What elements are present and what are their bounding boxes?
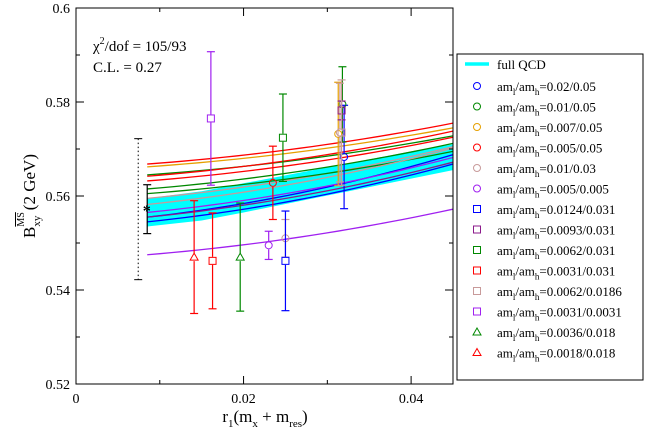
full-qcd-band bbox=[147, 144, 453, 227]
fit-curve-1 bbox=[147, 135, 453, 176]
fit-curve-0 bbox=[147, 154, 453, 218]
data-point-6-0 bbox=[281, 210, 290, 312]
legend-item-2: aml/amh=0.007/0.05 bbox=[473, 120, 602, 138]
point-marker bbox=[208, 256, 217, 265]
legend-item-4: aml/amh=0.01/0.03 bbox=[473, 161, 596, 179]
legend-marker bbox=[472, 326, 482, 336]
point-marker bbox=[189, 252, 199, 261]
cl-annotation: C.L. = 0.27 bbox=[93, 60, 162, 76]
legend-marker bbox=[473, 143, 481, 152]
legend-item-6: aml/amh=0.0124/0.031 bbox=[473, 202, 615, 220]
legend-label: aml/amh=0.007/0.05 bbox=[497, 120, 602, 138]
point-marker bbox=[235, 252, 246, 261]
legend-marker bbox=[473, 102, 481, 111]
fit-curve-10 bbox=[147, 147, 453, 206]
data-point-13-0 bbox=[189, 200, 199, 315]
legend-label: aml/amh=0.0062/0.0186 bbox=[497, 284, 622, 302]
legend-label: aml/amh=0.0124/0.031 bbox=[497, 202, 615, 220]
data-point-8-0 bbox=[278, 93, 287, 183]
point-marker bbox=[268, 178, 277, 187]
fit-curve-13 bbox=[147, 130, 453, 177]
extrapolated-layer: * bbox=[134, 138, 152, 281]
legend-marker bbox=[472, 347, 482, 356]
data-point-3-0 bbox=[268, 145, 277, 221]
legend-label: aml/amh=0.0031/0.031 bbox=[497, 264, 615, 282]
legend-marker bbox=[473, 225, 481, 234]
legend-item-3: aml/amh=0.005/0.05 bbox=[473, 141, 602, 159]
y-tick-label: 0.52 bbox=[46, 378, 71, 393]
legend-marker bbox=[473, 205, 481, 213]
x-tick-label: 0.04 bbox=[399, 392, 424, 407]
fit-curve-9 bbox=[147, 136, 453, 182]
legend-marker bbox=[473, 82, 481, 90]
legend-marker bbox=[473, 287, 481, 295]
legend-label: aml/amh=0.005/0.05 bbox=[497, 141, 602, 159]
legend-marker bbox=[473, 164, 481, 172]
legend: full QCD aml/amh=0.02/0.05 aml/amh=0.01/0.… bbox=[456, 53, 644, 381]
y-tick-label: 0.6 bbox=[53, 2, 71, 17]
data-point-9-0 bbox=[208, 212, 217, 310]
legend-item-13: aml/amh=0.0018/0.018 bbox=[472, 346, 615, 364]
chi2-annotation: χ2/dof = 105/93 bbox=[92, 36, 186, 55]
legend-item-11: aml/amh=0.0031/0.0031 bbox=[473, 305, 622, 323]
legend-item-7: aml/amh=0.0093/0.031 bbox=[473, 223, 615, 241]
legend-item-9: aml/amh=0.0031/0.031 bbox=[473, 264, 615, 282]
legend-label: aml/amh=0.0018/0.018 bbox=[497, 346, 615, 364]
fit-curve-3 bbox=[147, 122, 453, 165]
point-marker bbox=[281, 256, 290, 265]
x-tick-label: 0 bbox=[73, 392, 80, 407]
extrapolated-marker: * bbox=[143, 203, 151, 220]
legend-label: aml/amh=0.0093/0.031 bbox=[497, 223, 615, 241]
tick-layer: 0 0.02 0.04 0.52 0.54 0.56 0.58 0.6 bbox=[46, 2, 453, 407]
legend-label: aml/amh=0.01/0.03 bbox=[497, 161, 596, 179]
legend-label: aml/amh=0.0031/0.0031 bbox=[497, 305, 622, 323]
data-point-10-0 bbox=[337, 79, 346, 186]
legend-marker bbox=[473, 246, 481, 254]
legend-item-10: aml/amh=0.0062/0.0186 bbox=[473, 284, 622, 302]
legend-item-12: aml/amh=0.0036/0.018 bbox=[472, 325, 615, 343]
fit-curve-11 bbox=[147, 156, 453, 214]
legend-label: aml/amh=0.0036/0.018 bbox=[497, 325, 615, 343]
legend-marker bbox=[473, 266, 481, 275]
legend-label-full-qcd: full QCD bbox=[497, 57, 546, 72]
fit-curve-2 bbox=[147, 127, 453, 168]
legend-item-1: aml/amh=0.01/0.05 bbox=[473, 100, 596, 118]
fit-curve-5 bbox=[147, 208, 453, 256]
y-tick-label: 0.56 bbox=[46, 190, 71, 205]
band-layer bbox=[147, 144, 453, 227]
curve-layer bbox=[147, 122, 453, 256]
x-tick-label: 0.02 bbox=[231, 392, 256, 407]
data-point-11-0 bbox=[206, 51, 215, 186]
point-layer bbox=[189, 51, 349, 315]
point-marker bbox=[340, 152, 349, 161]
y-tick-label: 0.58 bbox=[46, 96, 71, 111]
data-point-12-0 bbox=[235, 202, 246, 312]
legend-label: aml/amh=0.02/0.05 bbox=[497, 79, 596, 97]
point-marker bbox=[278, 133, 287, 142]
x-axis-label: r1(mx + mres) bbox=[222, 407, 307, 430]
legend-marker bbox=[473, 123, 481, 131]
legend-item-0: aml/amh=0.02/0.05 bbox=[473, 79, 596, 97]
point-marker bbox=[264, 241, 273, 250]
legend-marker bbox=[473, 184, 481, 193]
point-marker bbox=[337, 128, 346, 137]
legend-item-5: aml/amh=0.005/0.005 bbox=[473, 182, 609, 200]
fit-curve-6 bbox=[147, 163, 453, 223]
legend-box bbox=[456, 53, 644, 381]
fit-curve-4 bbox=[147, 146, 453, 199]
legend-label: aml/amh=0.005/0.005 bbox=[497, 182, 609, 200]
fit-curve-7 bbox=[147, 161, 453, 218]
point-marker bbox=[206, 114, 215, 123]
legend-label: aml/amh=0.0062/0.031 bbox=[497, 243, 615, 261]
legend-item-8: aml/amh=0.0062/0.031 bbox=[473, 243, 615, 261]
data-point-5-0 bbox=[264, 230, 273, 261]
y-tick-label: 0.54 bbox=[46, 284, 71, 299]
legend-label: aml/amh=0.01/0.05 bbox=[497, 100, 596, 118]
y-axis-label: BxyMS(2 GeV) bbox=[16, 154, 43, 238]
fit-curve-12 bbox=[147, 142, 453, 190]
legend-marker bbox=[473, 307, 481, 316]
